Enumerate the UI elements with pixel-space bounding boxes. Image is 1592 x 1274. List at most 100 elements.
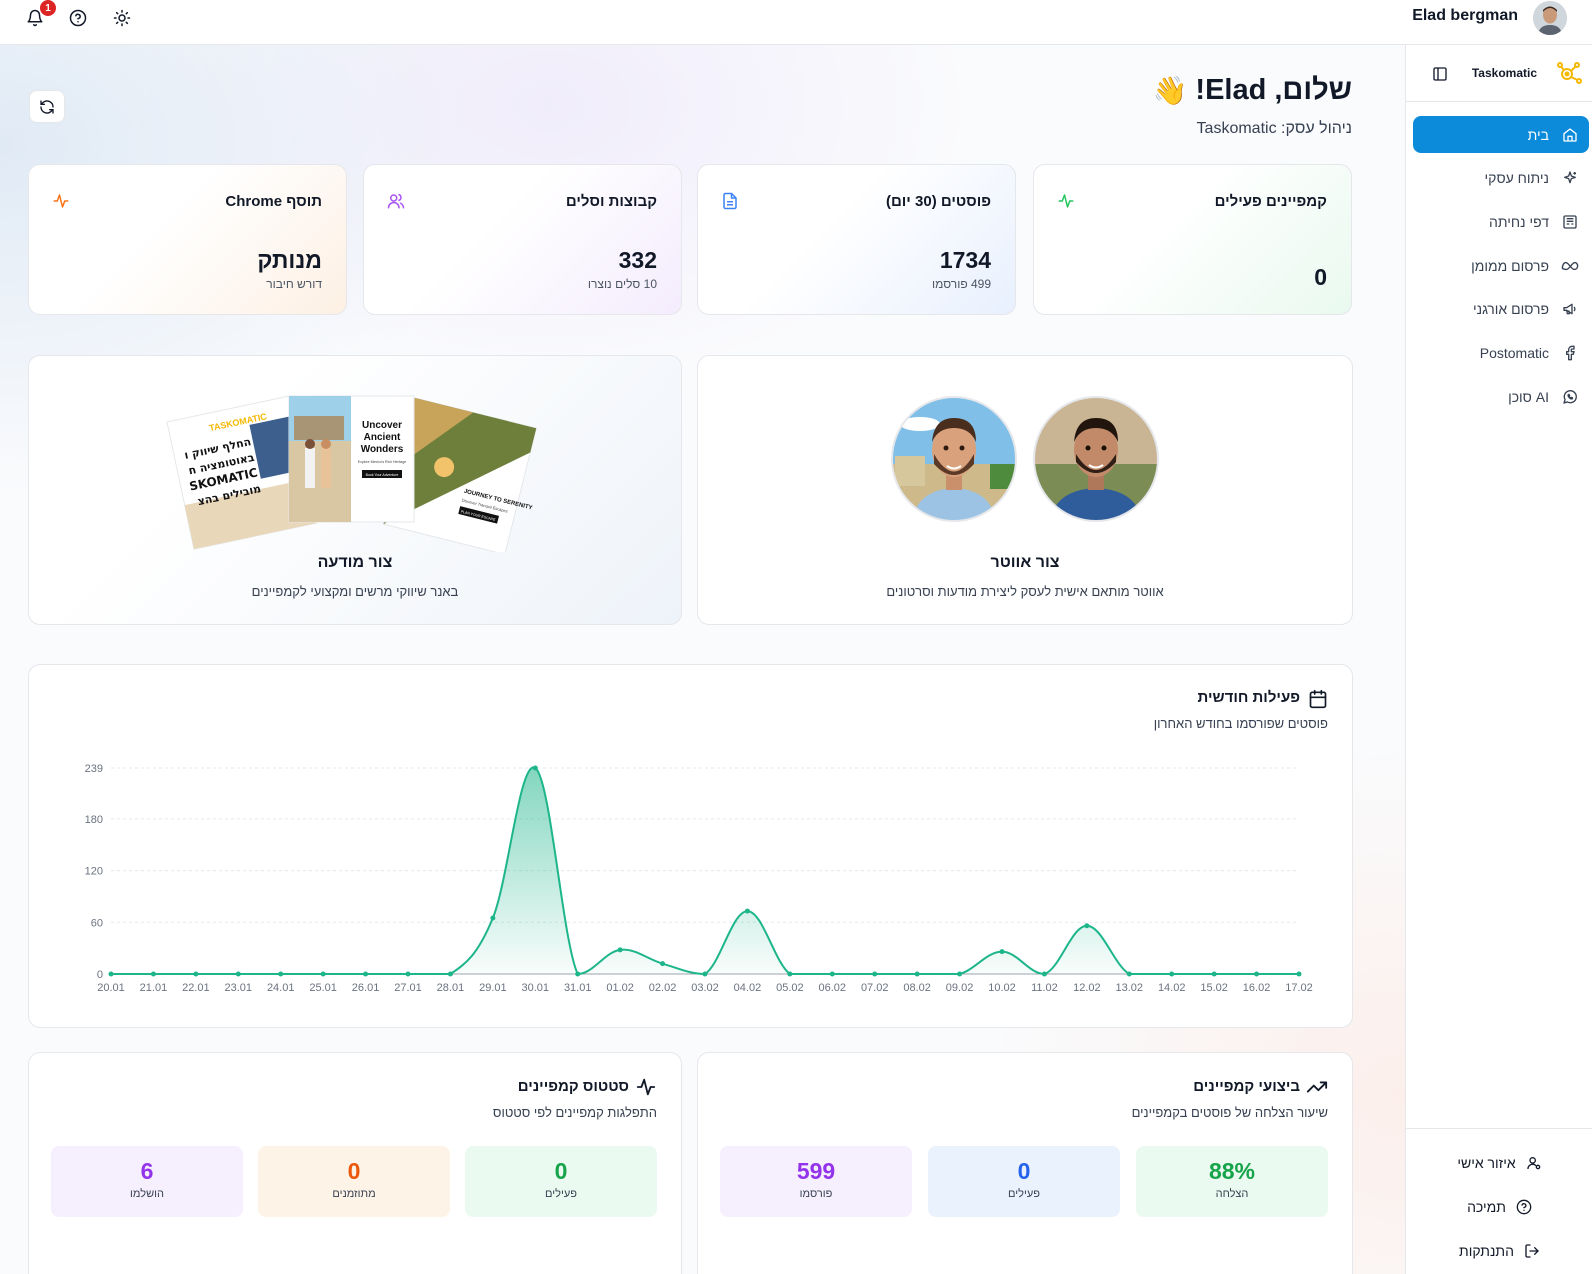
data-point [660,961,666,967]
sidebar-item-label: פרסום אורגני [1472,300,1549,317]
x-tick-label: 31.01 [564,982,592,994]
sidebar-item-label: סוכן AI [1508,388,1549,405]
sidebar-item-business-analysis[interactable]: ניתוח עסקי [1413,159,1589,196]
data-point [447,971,453,977]
stat-card-groups[interactable]: קבוצות וסלים 332 10 סלים נוצרו [363,164,682,315]
y-tick-label: 180 [85,814,103,826]
data-point [235,971,241,977]
sidebar-item-landing-pages[interactable]: דפי נחיתה [1413,203,1589,240]
data-point [1041,971,1047,977]
tile-value: 88% [1208,1158,1256,1184]
calendar-icon [1309,689,1327,709]
sidebar-footer: איזור אישי תמיכה התנתקות [1406,1128,1592,1274]
data-point [1296,971,1302,977]
data-point [320,971,326,977]
y-tick-label: 120 [85,866,103,878]
x-tick-label: 11.02 [1031,982,1058,994]
stat-value: מנותק [257,247,322,273]
x-tick-label: 08.02 [903,982,931,994]
sidebar-item-home[interactable]: בית [1413,116,1589,153]
bell-icon [27,9,43,27]
taskomatic-logo-icon [1557,62,1582,84]
tile-value: 599 [796,1158,836,1184]
home-icon [1563,127,1577,142]
data-point [1084,923,1090,929]
data-point [1126,971,1132,977]
x-tick-label: 10.02 [988,982,1016,994]
data-point [278,971,284,977]
users-icon [387,193,405,209]
x-tick-label: 09.02 [946,982,974,994]
ad2-subtitle: Explore Mexico's Rich Heritage [358,460,407,464]
data-point [957,971,963,977]
stat-title: קמפיינים פעילים [1214,193,1327,210]
create-ad-card[interactable]: TASKOMATIC החלף שיווק ו באוטומציה ח SKOM… [28,355,682,625]
data-point [999,949,1005,955]
user-name[interactable]: Elad bergman [1412,7,1518,24]
support-link[interactable]: תמיכה [1406,1199,1592,1215]
tile-published: 599 פורסמו [720,1146,912,1217]
brand-name: Taskomatic [1471,66,1537,80]
sidebar-item-label: בית [1527,126,1549,143]
activity-icon [53,194,69,208]
ad2-line: Wonders [361,444,404,455]
data-point [787,971,793,977]
monthly-activity-card: פעילות חודשית פוסטים שפורסמו בחודש האחרו… [28,664,1353,1028]
sun-icon [113,9,131,27]
card-subtitle: שיעור הצלחה של פוסטים בקמפיינים [1131,1105,1328,1120]
x-tick-label: 01.02 [606,982,634,994]
logout-icon [1525,1244,1539,1258]
data-point [193,971,199,977]
main-content: שלום, Elad! 👋 ניהול עסק: Taskomatic קמפי… [0,45,1405,1274]
x-tick-label: 16.02 [1243,982,1271,994]
data-point [532,765,538,771]
personal-area-link[interactable]: איזור אישי [1406,1155,1592,1171]
y-tick-label: 60 [91,917,103,929]
x-tick-label: 23.01 [225,982,253,994]
business-subtitle: ניהול עסק: Taskomatic [1196,120,1352,137]
data-point [617,947,623,953]
x-tick-label: 22.01 [182,982,210,994]
sidebar-item-ai-agent[interactable]: סוכן AI [1413,378,1589,415]
sidebar-toggle-icon[interactable] [1432,66,1448,82]
activity-icon [636,1078,656,1096]
create-avatar-card[interactable]: צור אווטר אווטר מותאם אישית לעסק ליצירת … [697,355,1353,625]
feature-title: צור מודעה [317,554,393,571]
x-tick-label: 05.02 [776,982,804,994]
stat-subtext: דורש חיבור [266,277,322,291]
tile-label: הצלחה [1215,1188,1249,1200]
activity-chart[interactable]: 0 60 120 180 239 20.01 21.01 22.01 23.01 24.01 25.… [29,665,1354,1029]
x-tick-label: 15.02 [1200,982,1228,994]
page-title: שלום, Elad! 👋 [1153,74,1352,107]
campaign-status-card: סטטוס קמפיינים התפלגות קמפיינים לפי סטטו… [28,1052,682,1274]
campaign-performance-card: ביצועי קמפיינים שיעור הצלחה של פוסטים בק… [697,1052,1353,1274]
x-tick-label: 04.02 [734,982,762,994]
stat-card-active-campaigns[interactable]: קמפיינים פעילים 0 [1033,164,1352,315]
refresh-button[interactable] [29,90,65,123]
data-point [405,971,411,977]
footer-item-label: תמיכה [1467,1199,1506,1215]
sidebar-item-postomatic[interactable]: Postomatic [1413,334,1589,371]
x-tick-label: 17.02 [1285,982,1313,994]
stat-card-posts[interactable]: פוסטים (30 יום) 1734 499 פורסמו [697,164,1016,315]
data-point [150,971,156,977]
sidebar-item-organic-posting[interactable]: פרסום אורגני [1413,290,1589,327]
x-tick-label: 24.01 [267,982,295,994]
data-point [575,971,581,977]
avatar[interactable] [1533,1,1567,35]
logout-button[interactable]: התנתקות [1406,1243,1592,1259]
notifications-button[interactable]: 1 [23,0,56,30]
card-title: ביצועי קמפיינים [1193,1078,1300,1095]
help-button[interactable] [66,6,90,30]
x-tick-label: 27.01 [394,982,422,994]
x-tick-label: 03.02 [691,982,719,994]
user-icon [1526,1157,1540,1170]
tile-success-rate: 88% הצלחה [1136,1146,1328,1217]
help-circle-icon [1516,1199,1532,1215]
stat-card-chrome-extension[interactable]: תוסף Chrome מנותק דורש חיבור [28,164,347,315]
footer-item-label: התנתקות [1459,1243,1514,1259]
data-point [1211,971,1217,977]
theme-toggle-button[interactable] [110,6,134,30]
sparkles-icon [1564,170,1576,183]
sidebar-item-paid-ads[interactable]: פרסום ממומן [1413,247,1589,284]
